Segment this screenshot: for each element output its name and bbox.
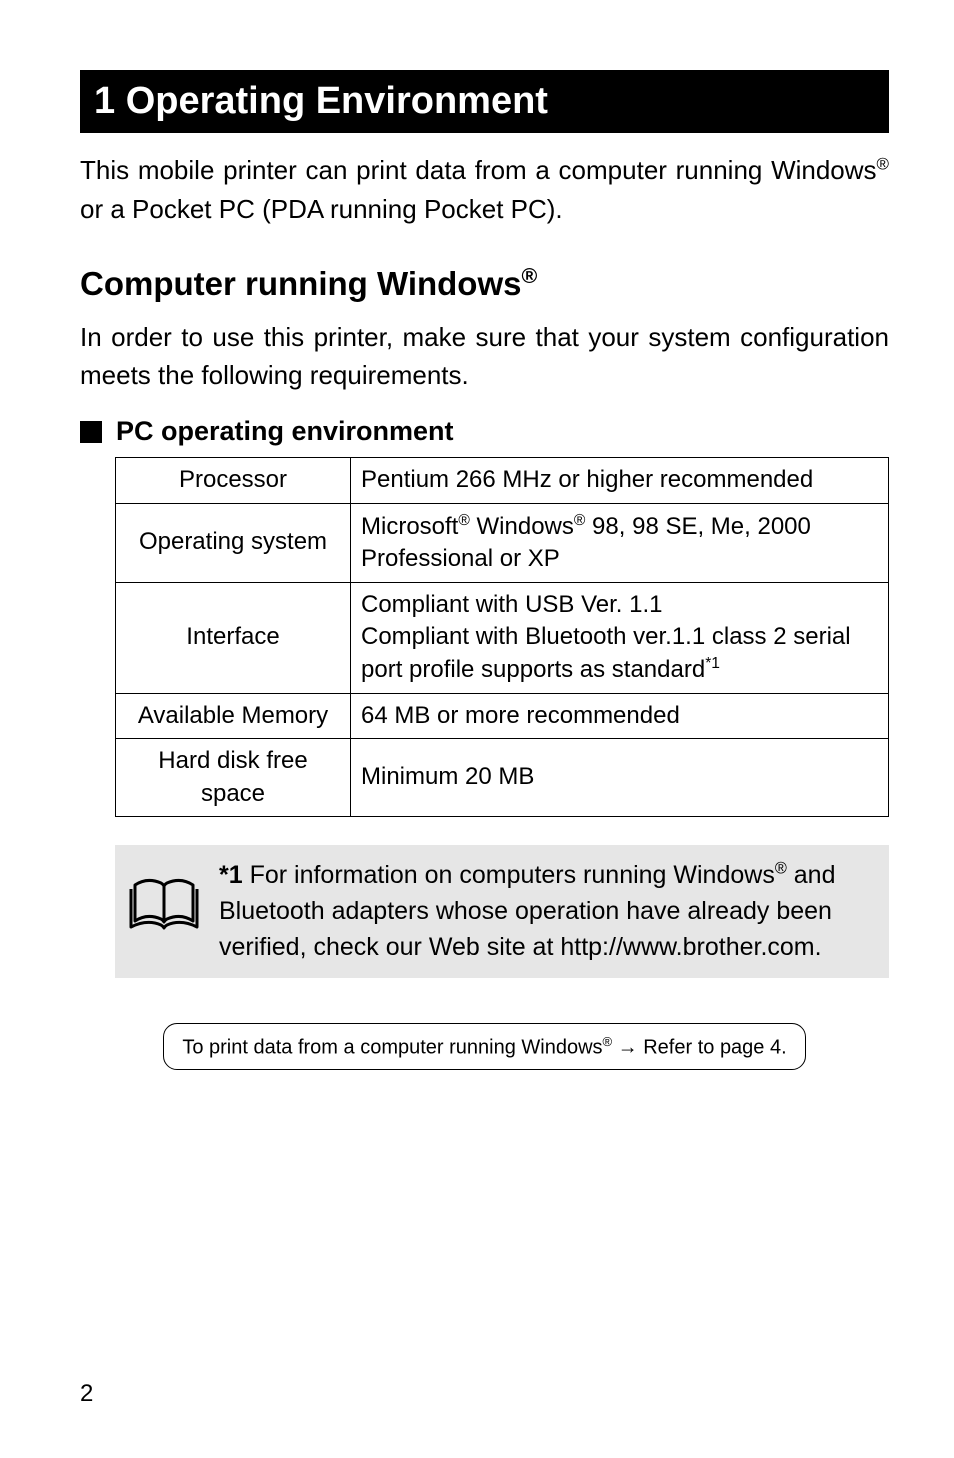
intro-text-part1: This mobile printer can print data from … — [80, 155, 877, 185]
intro-text-part2: or a Pocket PC (PDA running Pocket PC). — [80, 194, 563, 224]
table-cell-value: 64 MB or more recommended — [351, 693, 889, 738]
section-heading-text: Computer running Windows — [80, 265, 522, 302]
table-cell-value: Microsoft® Windows® 98, 98 SE, Me, 2000 … — [351, 503, 889, 582]
table-cell-label: Hard disk free space — [116, 739, 351, 817]
note-box: *1 For information on computers running … — [115, 845, 889, 978]
table-row: Available Memory 64 MB or more recommend… — [116, 693, 889, 738]
page-number: 2 — [80, 1380, 93, 1408]
square-bullet-icon — [80, 421, 102, 443]
book-icon — [127, 867, 201, 941]
subsection-label: PC operating environment — [116, 416, 454, 447]
table-cell-value: Pentium 266 MHz or higher recommended — [351, 458, 889, 503]
table-row: Interface Compliant with USB Ver. 1.1Com… — [116, 582, 889, 693]
reference-wrapper: To print data from a computer running Wi… — [80, 1023, 889, 1071]
section-heading: Computer running Windows® — [80, 264, 889, 303]
table-row: Hard disk free space Minimum 20 MB — [116, 739, 889, 817]
table-cell-label: Interface — [116, 582, 351, 693]
table-row: Processor Pentium 266 MHz or higher reco… — [116, 458, 889, 503]
ref-text-2: → Refer to page 4. — [612, 1036, 787, 1058]
section-description: In order to use this printer, make sure … — [80, 319, 889, 394]
subsection-header: PC operating environment — [80, 416, 889, 447]
intro-paragraph: This mobile printer can print data from … — [80, 151, 889, 229]
table-cell-label: Available Memory — [116, 693, 351, 738]
table-cell-value: Compliant with USB Ver. 1.1Compliant wit… — [351, 582, 889, 693]
ref-text-1: To print data from a computer running Wi… — [182, 1036, 602, 1058]
table-row: Operating system Microsoft® Windows® 98,… — [116, 503, 889, 582]
note-bold: *1 — [219, 861, 243, 889]
reference-box: To print data from a computer running Wi… — [163, 1023, 805, 1071]
environment-table: Processor Pentium 266 MHz or higher reco… — [115, 457, 889, 817]
table-cell-value: Minimum 20 MB — [351, 739, 889, 817]
note-text-1: For information on computers running Win… — [243, 861, 775, 889]
table-cell-label: Operating system — [116, 503, 351, 582]
table-cell-label: Processor — [116, 458, 351, 503]
note-text: *1 For information on computers running … — [219, 857, 873, 966]
note-reg: ® — [775, 860, 787, 878]
chapter-title-text: 1 Operating Environment — [94, 80, 875, 123]
intro-reg: ® — [877, 154, 889, 173]
ref-reg: ® — [603, 1034, 613, 1049]
chapter-title: 1 Operating Environment — [80, 70, 889, 133]
section-heading-reg: ® — [522, 264, 538, 288]
